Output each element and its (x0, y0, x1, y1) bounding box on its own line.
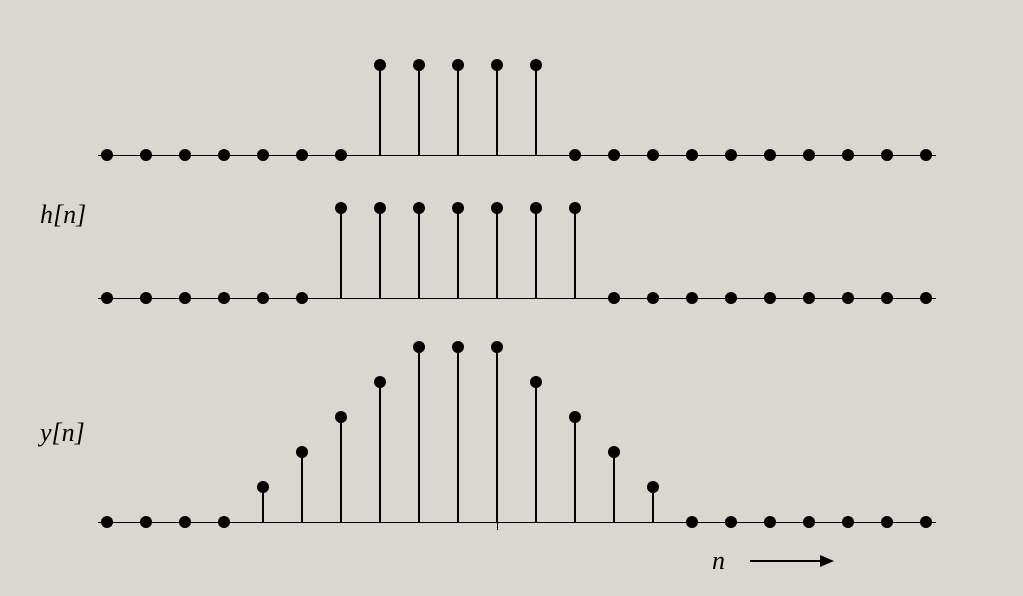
y-plot-stem (496, 347, 498, 522)
n-arrow-head-icon (820, 555, 834, 567)
y-plot-marker (764, 516, 776, 528)
n-axis-label: n (712, 546, 725, 576)
y-plot-marker (608, 446, 620, 458)
y-plot-stem (535, 382, 537, 522)
page-root: { "figure": { "width_px": 1023, "height_… (0, 0, 1023, 596)
y-plot-marker (920, 516, 932, 528)
y-plot-marker (881, 516, 893, 528)
y-plot-marker (530, 376, 542, 388)
y-plot-stem (379, 382, 381, 522)
y-plot-marker (803, 516, 815, 528)
y-plot-marker (101, 516, 113, 528)
y-plot-marker (179, 516, 191, 528)
y-plot-marker (140, 516, 152, 528)
y-plot-marker (335, 411, 347, 423)
y-plot-marker (257, 481, 269, 493)
y-plot-marker (296, 446, 308, 458)
y-plot-marker (725, 516, 737, 528)
y-plot-marker (686, 516, 698, 528)
y-label: y[n] (40, 418, 85, 448)
y-plot-marker (842, 516, 854, 528)
y-plot-marker (569, 411, 581, 423)
y-plot-marker (218, 516, 230, 528)
n-arrow-line (750, 560, 820, 562)
y-plot-marker (452, 341, 464, 353)
y-plot-stem (457, 347, 459, 522)
y-plot-marker (491, 341, 503, 353)
y-plot-stem (301, 452, 303, 522)
y-plot-origin-tick (497, 522, 498, 530)
y-plot-marker (647, 481, 659, 493)
y-plot-stem (574, 417, 576, 522)
h-label: h[n] (40, 200, 86, 230)
y-plot-stem (613, 452, 615, 522)
y-plot-marker (374, 376, 386, 388)
y-plot-stem (340, 417, 342, 522)
y-plot-stem (418, 347, 420, 522)
y-plot (0, 0, 1023, 596)
y-plot-marker (413, 341, 425, 353)
